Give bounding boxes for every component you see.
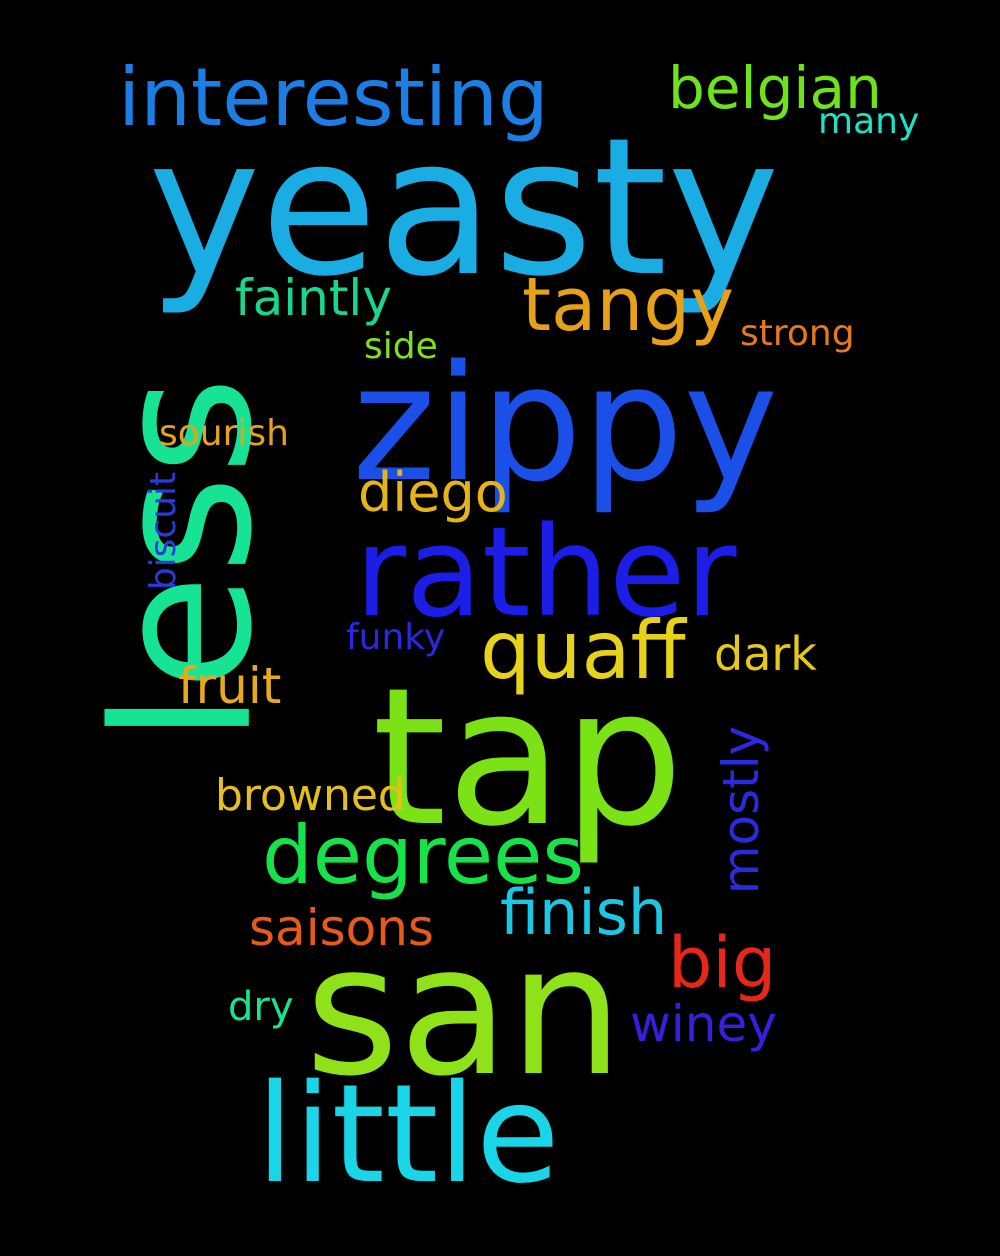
word-many: many [818,101,920,142]
word-tap: tap [372,647,684,868]
word-dry: dry [228,984,294,1030]
word-side: side [364,326,438,367]
word-san: san [305,907,624,1116]
word-funky: funky [346,617,446,658]
word-zippy: zippy [352,330,779,517]
word-quaff: quaff [480,604,686,697]
word-rather: rather [355,501,737,645]
word-browned: browned [215,770,406,821]
word-fruit: fruit [178,657,282,715]
word-interesting: interesting [118,51,549,144]
word-belgian: belgian [668,54,882,122]
word-finish: finish [500,876,668,949]
word-biscuit: biscuit [143,471,185,591]
word-dark: dark [714,627,817,681]
word-strong: strong [740,313,855,354]
word-sourish: sourish [159,413,289,454]
word-tangy: tangy [522,262,735,348]
word-diego: diego [358,461,508,524]
word-saisons: saisons [249,899,434,957]
word-mostly: mostly [712,725,771,895]
word-big: big [668,922,777,1004]
word-winey: winey [630,995,777,1053]
word-yeasty: yeasty [148,97,780,318]
word-faintly: faintly [235,269,392,327]
word-degrees: degrees [262,809,585,902]
word-little: little [256,1056,560,1214]
